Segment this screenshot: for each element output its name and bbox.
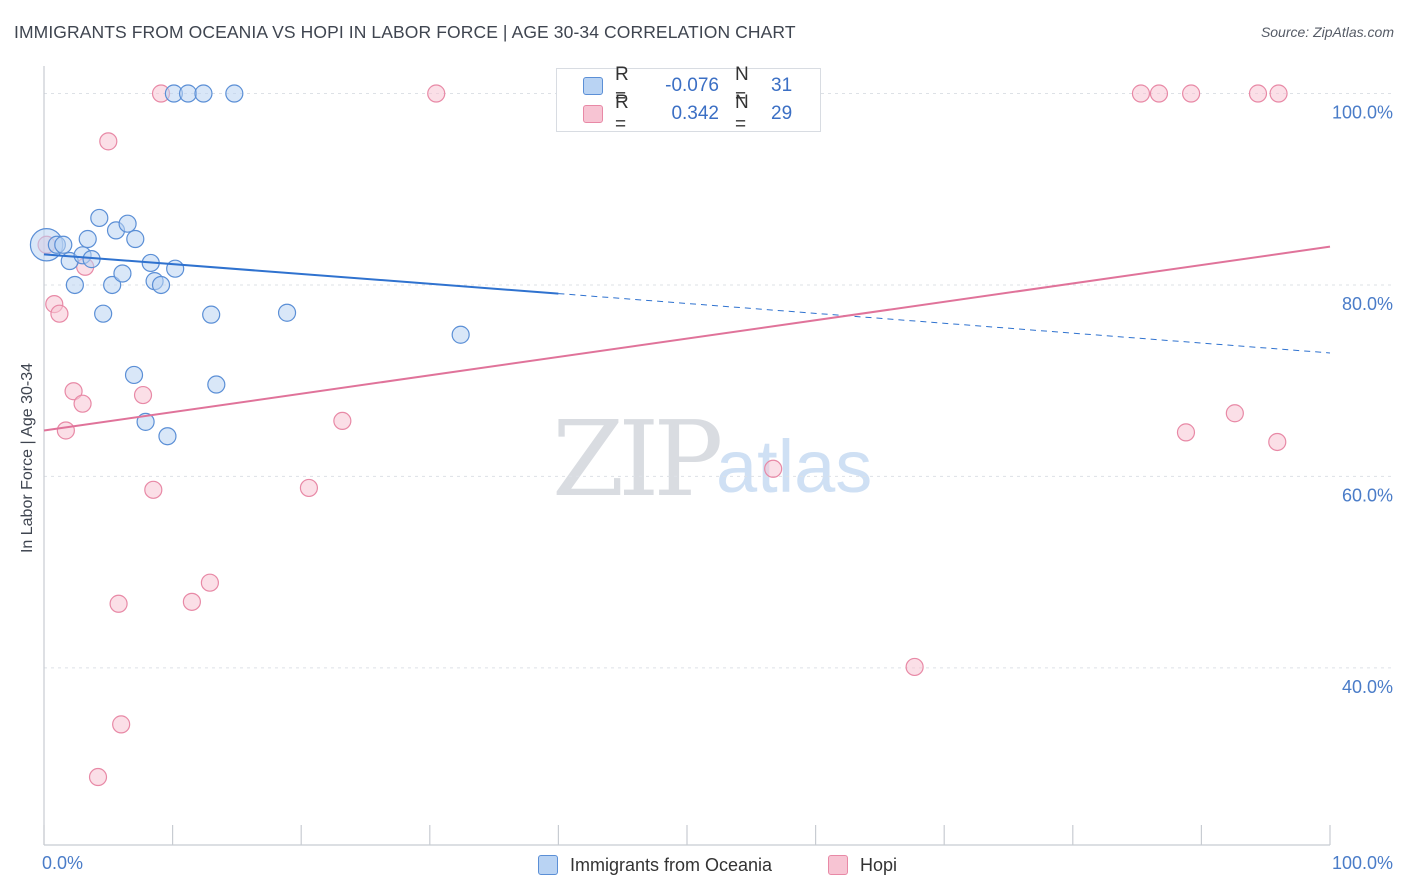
- hopi-point: [764, 459, 783, 478]
- oceania-point: [103, 275, 122, 295]
- tick-labels: 40.0% 60.0% 80.0% 100.0% 0.0% 100.0%: [42, 103, 1393, 873]
- oceania-point: [158, 427, 177, 446]
- oceania-point: [178, 84, 198, 103]
- hopi-point: [109, 594, 128, 613]
- hopi-point: [1149, 84, 1169, 103]
- y-tick-label: 60.0%: [1342, 485, 1393, 505]
- oceania-trend-solid: [43, 253, 559, 295]
- hopi-point: [1268, 432, 1287, 452]
- legend-item-hopi[interactable]: Hopi: [828, 852, 897, 878]
- hopi-point: [1176, 423, 1196, 442]
- oceania-swatch: [583, 77, 603, 95]
- hopi-point: [1131, 84, 1151, 103]
- hopi-swatch: [583, 105, 603, 123]
- hopi-point: [73, 394, 92, 413]
- n-value: 29: [771, 103, 793, 124]
- hopi-point: [299, 478, 319, 498]
- trend-lines: [43, 245, 1331, 432]
- hopi-point: [200, 573, 219, 592]
- hopi-point: [133, 385, 153, 405]
- hopi-point: [64, 382, 83, 401]
- oceania-point: [207, 375, 226, 394]
- x-tick-label-min: 0.0%: [42, 853, 83, 873]
- oceania-point: [277, 303, 297, 322]
- hopi-point: [333, 411, 352, 431]
- r-value: 0.342: [671, 103, 719, 124]
- source-credit[interactable]: Source: ZipAtlas.com: [1260, 24, 1394, 40]
- oceania-point: [126, 229, 145, 249]
- oceania-point: [94, 304, 113, 323]
- n-label: N =: [735, 64, 749, 107]
- watermark-zip: ZIP: [552, 398, 723, 520]
- oceania-point: [451, 325, 470, 344]
- legend-label: Hopi: [860, 854, 898, 875]
- n-label: N =: [735, 92, 749, 135]
- hopi-point: [88, 767, 108, 787]
- stats-legend: R = -0.076 N = 31 R = 0.342 N = 29: [556, 64, 821, 135]
- y-tick-label: 80.0%: [1342, 294, 1393, 314]
- oceania-trend-dashed: [558, 293, 1331, 354]
- x-tick-label-max: 100.0%: [1332, 853, 1393, 873]
- hopi-point: [1182, 84, 1201, 103]
- r-value: -0.076: [665, 75, 719, 96]
- hopi-point: [182, 592, 201, 611]
- oceania-point: [166, 259, 185, 278]
- oceania-series: [29, 84, 470, 446]
- oceania-point: [54, 235, 73, 254]
- oceania-point: [65, 275, 84, 295]
- hopi-point: [427, 84, 446, 103]
- oceania-point: [136, 412, 155, 431]
- oceania-point: [90, 208, 109, 228]
- hopi-point: [1225, 404, 1244, 423]
- oceania-point: [151, 275, 171, 295]
- axis-layer: [43, 66, 1331, 846]
- legend-label: Immigrants from Oceania: [570, 854, 773, 875]
- r-label: R =: [615, 92, 629, 135]
- y-tick-label: 40.0%: [1342, 677, 1393, 697]
- hopi-legend-swatch: [828, 855, 848, 875]
- hopi-point: [50, 304, 69, 323]
- oceania-point: [225, 84, 244, 103]
- n-value: 31: [771, 75, 793, 96]
- y-tick-label: 100.0%: [1332, 103, 1393, 123]
- watermark-atlas: atlas: [716, 425, 873, 508]
- hopi-series: [37, 84, 1288, 787]
- r-label: R =: [615, 64, 629, 107]
- legend-item-oceania[interactable]: Immigrants from Oceania: [538, 852, 772, 878]
- hopi-point: [1269, 84, 1288, 103]
- oceania-point: [202, 305, 221, 324]
- hopi-point: [905, 657, 924, 677]
- hopi-point: [1248, 84, 1268, 103]
- oceania-point: [78, 229, 97, 249]
- hopi-point: [99, 132, 118, 151]
- oceania-legend-swatch: [538, 855, 558, 875]
- hopi-point: [56, 421, 75, 440]
- hopi-trend-line: [43, 245, 1331, 432]
- oceania-point: [194, 84, 213, 103]
- hopi-point: [144, 480, 163, 499]
- chart-title: IMMIGRANTS FROM OCEANIA VS HOPI IN LABOR…: [14, 22, 796, 42]
- oceania-point: [113, 264, 132, 283]
- oceania-point: [124, 365, 144, 385]
- oceania-point: [118, 214, 137, 233]
- grid-layer: [44, 93, 1394, 669]
- hopi-point: [112, 715, 131, 734]
